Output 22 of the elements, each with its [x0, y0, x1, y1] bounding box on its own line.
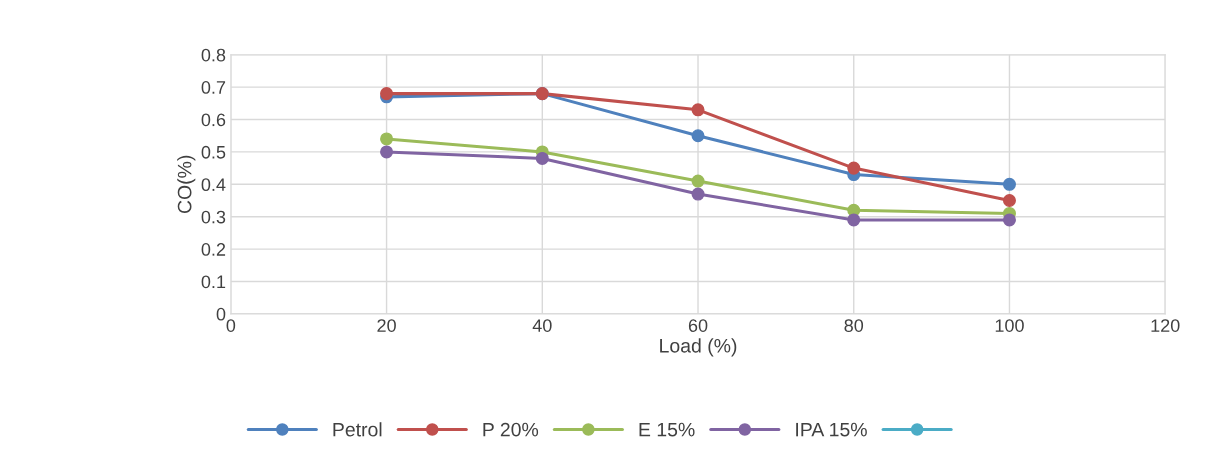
y-tick-label: 0.2 — [201, 243, 226, 256]
legend-label: P 20% — [483, 422, 539, 437]
x-tick-label: 100 — [995, 319, 1024, 332]
y-tick-label: 0.3 — [201, 210, 226, 224]
legend-label: E 15% — [639, 422, 695, 437]
y-axis-title: CO(%) — [177, 155, 196, 214]
y-tick-label: 0.8 — [201, 48, 226, 62]
x-tick-label: 40 — [532, 319, 552, 332]
x-tick-label: 60 — [688, 319, 708, 332]
x-tick-label: 0 — [226, 319, 236, 332]
x-axis-title: Load (%) — [660, 338, 737, 357]
x-tick-label: 120 — [1151, 319, 1180, 332]
legend-label: Petrol — [333, 422, 382, 437]
y-tick-label: 0.7 — [201, 81, 226, 94]
x-tick-label: 80 — [844, 319, 864, 332]
y-tick-label: 0.6 — [201, 113, 226, 127]
y-tick-label: 0.1 — [201, 275, 226, 289]
y-tick-label: 0 — [216, 307, 226, 321]
y-tick-label: 0.4 — [201, 178, 226, 192]
legend-label: IPA 15% — [796, 422, 867, 437]
y-tick-label: 0.5 — [201, 145, 226, 159]
x-tick-label: 20 — [377, 319, 396, 332]
